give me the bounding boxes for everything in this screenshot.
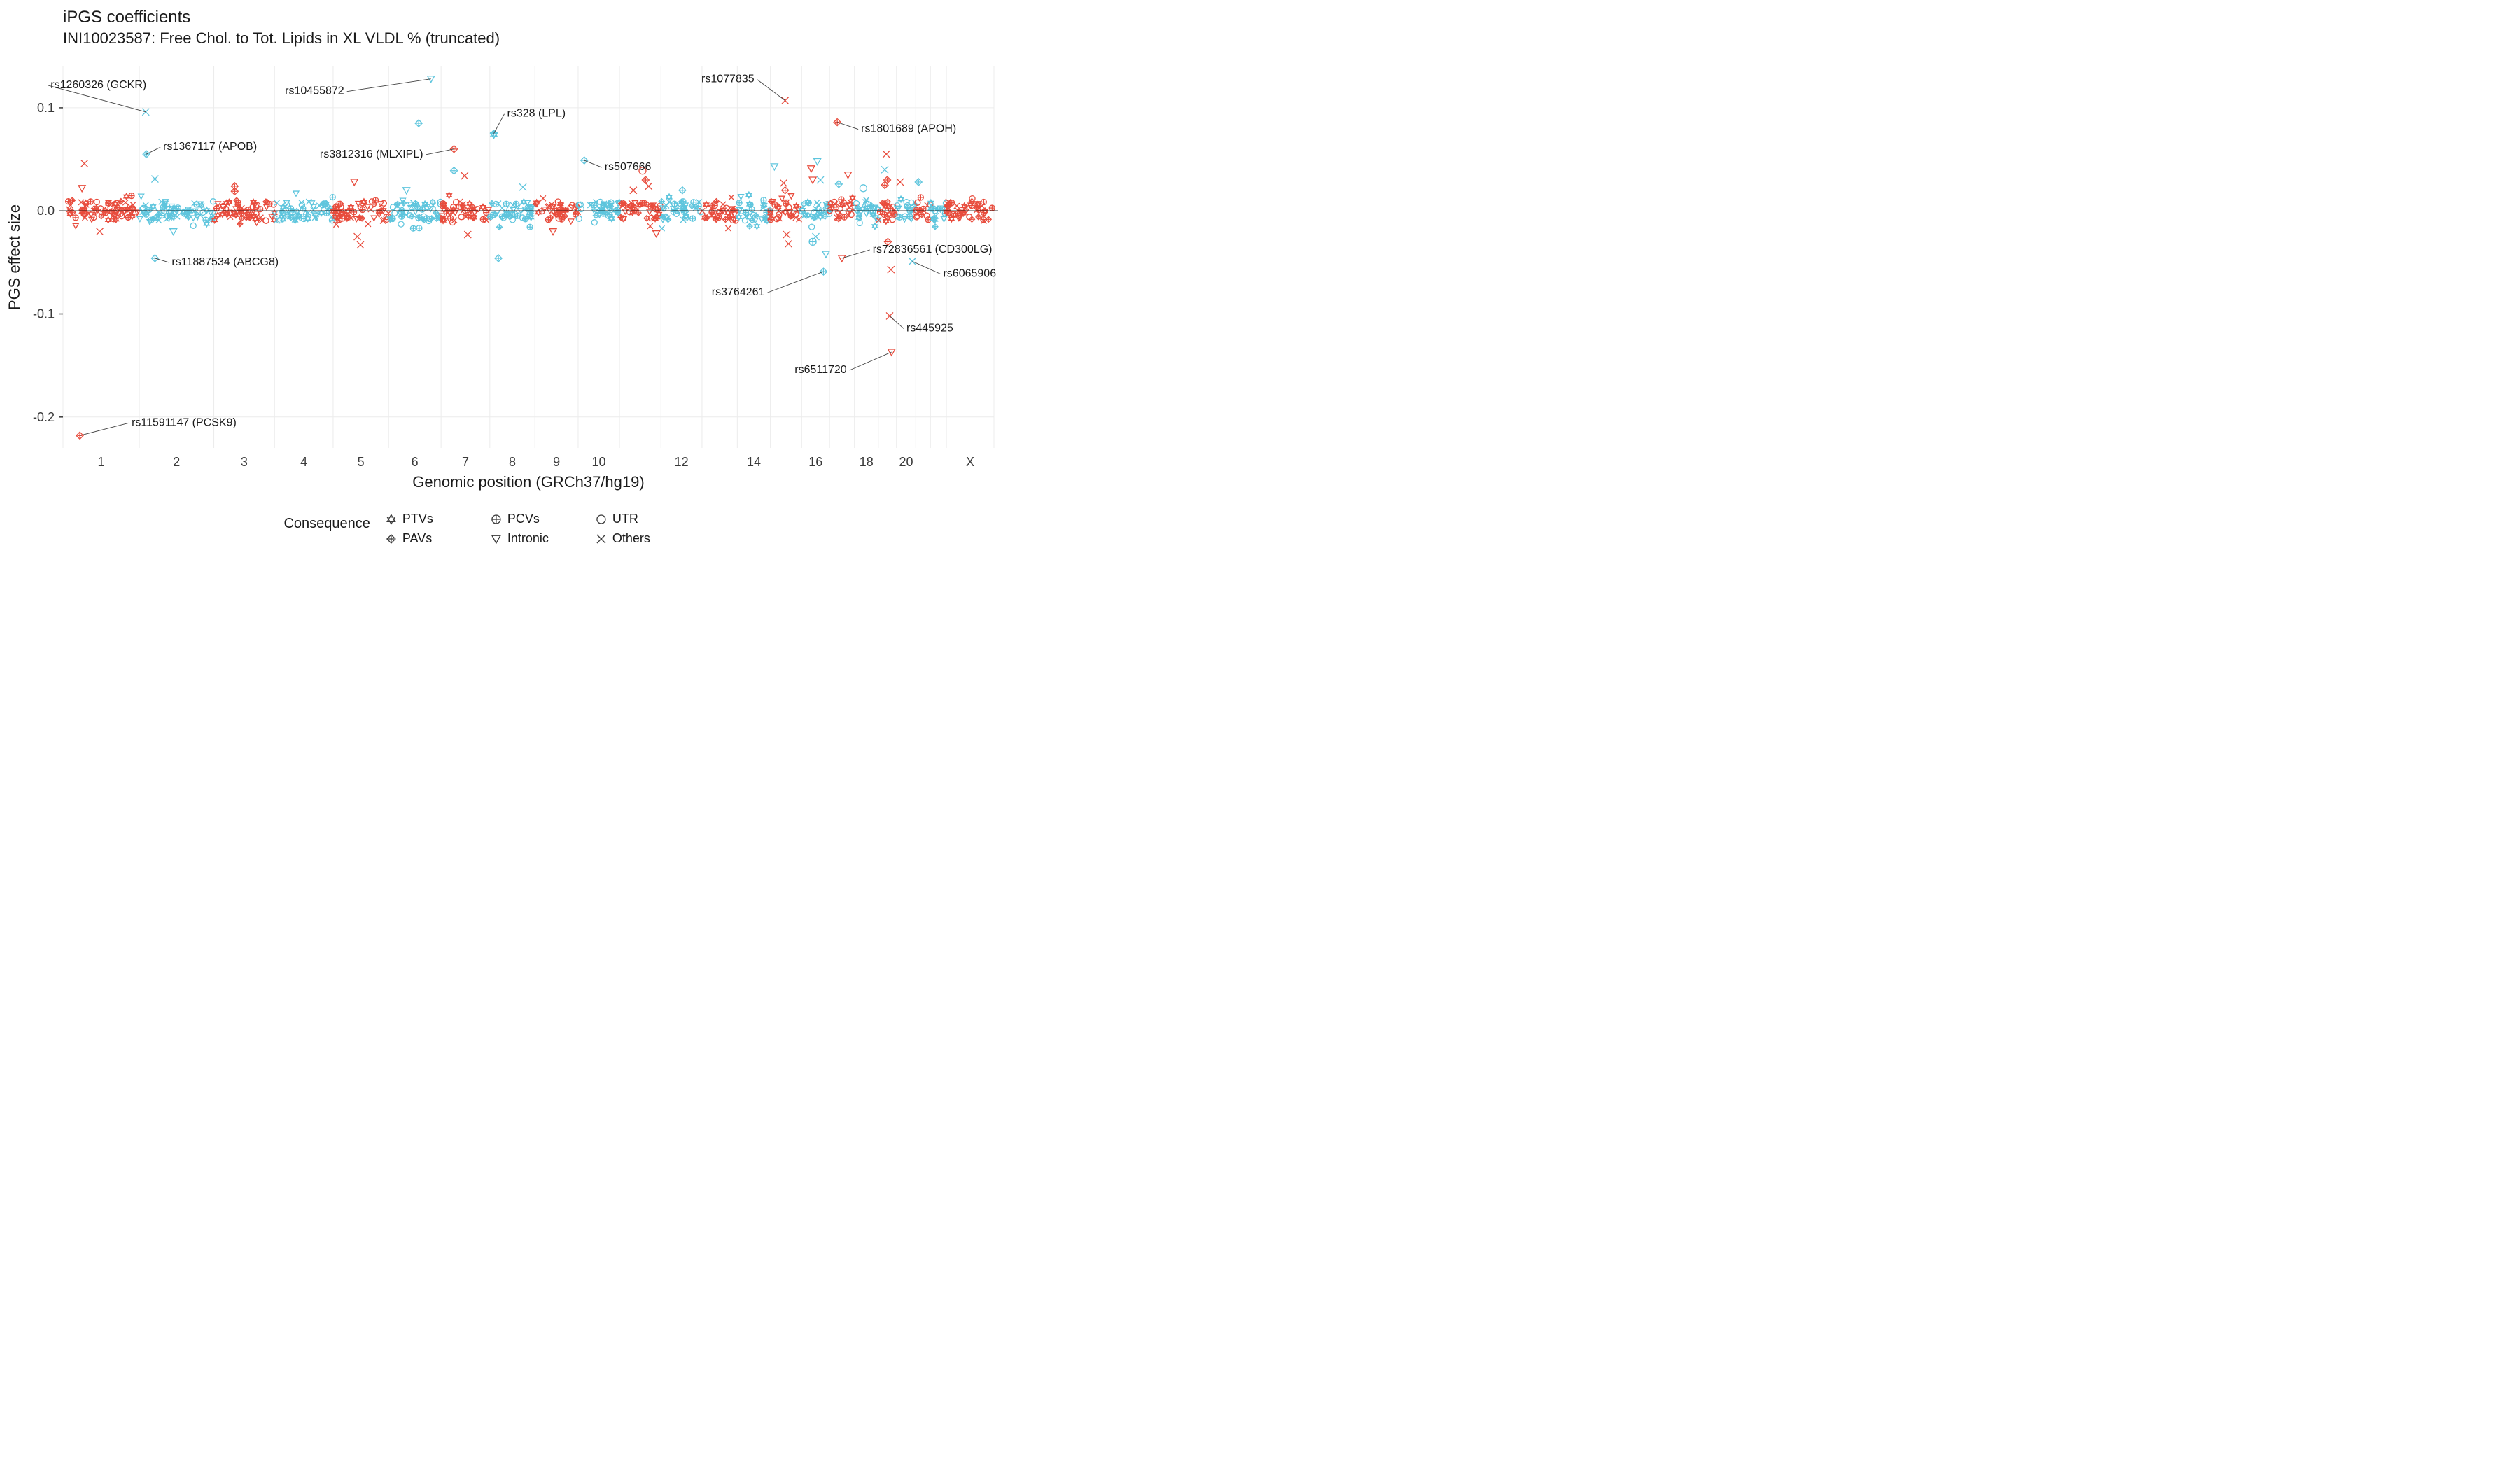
y-tick-label: 0.0 bbox=[37, 204, 55, 218]
x-tick-label: 20 bbox=[899, 455, 913, 469]
annotation-label: rs11591147 (PCSK9) bbox=[132, 416, 237, 428]
x-tick-label: X bbox=[966, 455, 974, 469]
annotation-label: rs1367117 (APOB) bbox=[163, 141, 257, 153]
x-tick-label: 10 bbox=[592, 455, 606, 469]
annotation-label: rs1077835 bbox=[701, 74, 755, 85]
annotation-label: rs72836561 (CD300LG) bbox=[873, 244, 993, 255]
legend-item-label: Intronic bbox=[507, 531, 549, 545]
x-tick-label: 3 bbox=[241, 455, 248, 469]
annotation-label: rs3764261 bbox=[712, 286, 765, 298]
x-tick-label: 8 bbox=[509, 455, 516, 469]
x-tick-label: 14 bbox=[747, 455, 761, 469]
chart-title: iPGS coefficients bbox=[63, 8, 190, 27]
x-tick-label: 12 bbox=[675, 455, 689, 469]
legend-item-label: PAVs bbox=[402, 531, 432, 545]
y-tick-label: -0.1 bbox=[33, 307, 55, 321]
x-tick-label: 9 bbox=[553, 455, 560, 469]
annotation-label: rs445925 bbox=[906, 322, 953, 334]
y-tick-label: 0.1 bbox=[37, 101, 55, 115]
legend-item-label: PTVs bbox=[402, 512, 433, 526]
annotation-label: rs10455872 bbox=[285, 85, 344, 97]
legend-item-label: Others bbox=[612, 531, 650, 545]
annotation-label: rs1801689 (APOH) bbox=[861, 123, 956, 135]
annotation-label: rs6065906 bbox=[943, 267, 996, 279]
annotation-label: rs11887534 (ABCG8) bbox=[172, 256, 279, 268]
x-tick-label: 16 bbox=[808, 455, 822, 469]
x-tick-label: 18 bbox=[860, 455, 874, 469]
ipgs-scatter-chart: iPGS coefficients INI10023587: Free Chol.… bbox=[0, 0, 1015, 595]
annotation-label: rs3812316 (MLXIPL) bbox=[320, 148, 424, 160]
x-axis-label: Genomic position (GRCh37/hg19) bbox=[412, 473, 644, 491]
annotation-label: rs1260326 (GCKR) bbox=[50, 79, 146, 91]
x-tick-label: 2 bbox=[173, 455, 180, 469]
legend-item-label: UTR bbox=[612, 512, 638, 526]
legend-title: Consequence bbox=[284, 516, 370, 531]
x-tick-label: 6 bbox=[412, 455, 419, 469]
y-axis-label: PGS effect size bbox=[6, 204, 23, 310]
x-tick-label: 5 bbox=[358, 455, 365, 469]
chart-subtitle: INI10023587: Free Chol. to Tot. Lipids i… bbox=[63, 29, 500, 47]
y-tick-label: -0.2 bbox=[33, 410, 55, 424]
x-tick-label: 7 bbox=[462, 455, 469, 469]
x-tick-label: 1 bbox=[98, 455, 105, 469]
x-tick-label: 4 bbox=[300, 455, 307, 469]
annotation-label: rs328 (LPL) bbox=[507, 108, 566, 120]
legend-item-label: PCVs bbox=[507, 512, 540, 526]
annotation-label: rs507666 bbox=[605, 161, 652, 173]
annotation-label: rs6511720 bbox=[794, 364, 847, 376]
